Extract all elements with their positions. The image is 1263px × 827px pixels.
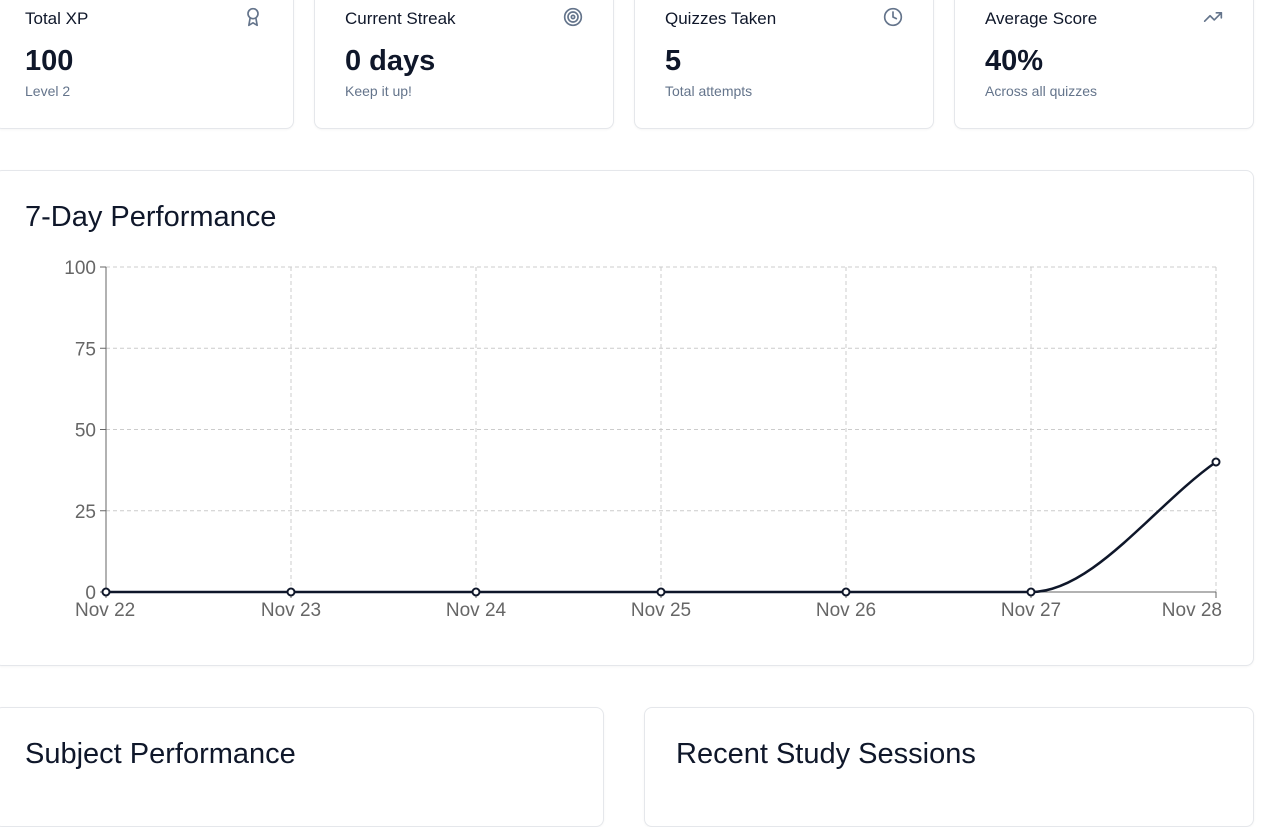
data-point xyxy=(286,587,296,597)
data-point xyxy=(1026,587,1036,597)
x-tick-label: Nov 27 xyxy=(1001,600,1061,621)
data-point xyxy=(471,587,481,597)
performance-chart: 0 25 50 75 100 Nov 22 Nov 23 Nov 24 Nov 25 Nov 26… xyxy=(64,258,1222,621)
y-tick-label: 75 xyxy=(75,339,96,360)
stat-title: Current Streak xyxy=(345,9,456,28)
clock-icon xyxy=(883,7,903,27)
stat-title: Quizzes Taken xyxy=(665,9,777,28)
y-tick-label: 100 xyxy=(64,258,96,279)
x-tick-label: Nov 28 xyxy=(1162,600,1222,621)
stat-title: Average Score xyxy=(985,9,1098,28)
x-tick-label: Nov 24 xyxy=(446,600,507,621)
target-icon xyxy=(563,7,583,27)
data-point xyxy=(656,587,666,597)
performance-card xyxy=(0,170,1254,666)
chart-axes xyxy=(100,266,1217,598)
chart-labels: 0 25 50 75 100 Nov 22 Nov 23 Nov 24 Nov 25 Nov 26… xyxy=(64,258,1222,621)
y-tick-label: 50 xyxy=(75,421,96,442)
stat-value: 0 days xyxy=(345,45,436,77)
subject-performance-title: Subject Performance xyxy=(25,738,296,770)
x-tick-label: Nov 25 xyxy=(631,600,691,621)
stat-value: 5 xyxy=(665,45,682,77)
chart-grid xyxy=(106,266,1217,592)
stat-subtitle: Across all quizzes xyxy=(985,83,1098,99)
x-tick-label: Nov 23 xyxy=(261,600,321,621)
stat-subtitle: Level 2 xyxy=(25,83,71,99)
x-tick-label: Nov 22 xyxy=(75,600,135,621)
stat-card-total-xp: Total XP 100 Level 2 xyxy=(0,0,294,129)
y-tick-label: 0 xyxy=(85,583,96,604)
stat-subtitle: Keep it up! xyxy=(345,83,412,99)
trending-up-icon xyxy=(1203,7,1223,27)
data-point xyxy=(101,587,111,597)
stat-card-average-score: Average Score 40% Across all quizzes xyxy=(954,0,1254,129)
performance-title: 7-Day Performance xyxy=(25,201,277,233)
recent-sessions-title: Recent Study Sessions xyxy=(676,738,976,770)
stat-subtitle: Total attempts xyxy=(665,83,753,99)
award-icon xyxy=(243,7,263,27)
stat-title: Total XP xyxy=(25,9,89,28)
stat-card-current-streak: Current Streak 0 days Keep it up! xyxy=(314,0,614,129)
data-point xyxy=(841,587,851,597)
y-tick-label: 25 xyxy=(75,502,96,523)
stat-value: 100 xyxy=(25,45,74,77)
stat-value: 40% xyxy=(985,45,1044,77)
chart-series xyxy=(101,457,1221,597)
data-point xyxy=(1211,457,1221,467)
x-tick-label: Nov 26 xyxy=(816,600,876,621)
stat-card-quizzes-taken: Quizzes Taken 5 Total attempts xyxy=(634,0,934,129)
